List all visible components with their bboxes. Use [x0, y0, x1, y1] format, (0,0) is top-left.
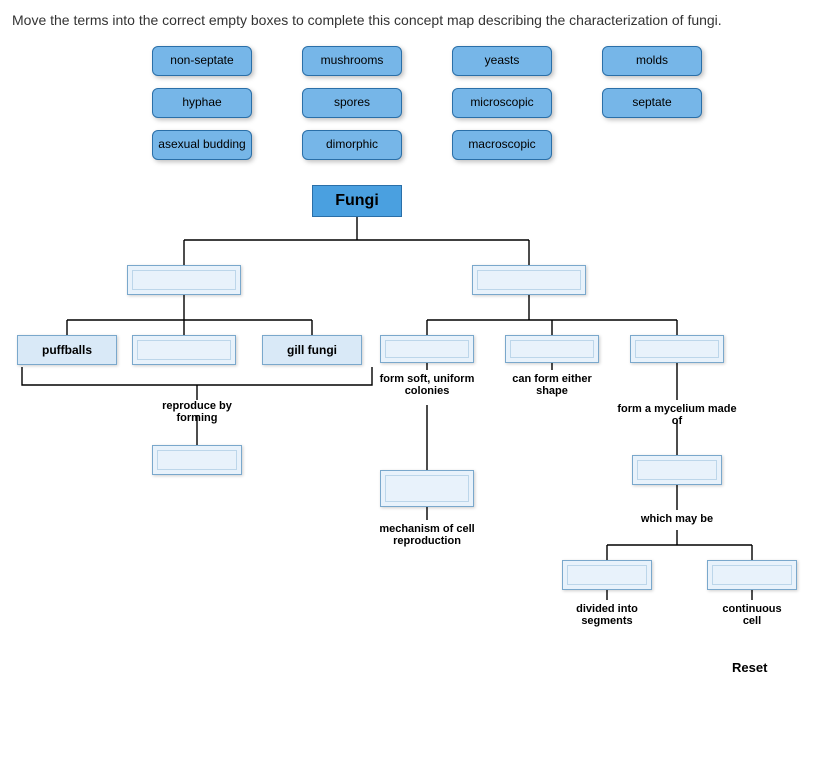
term-yeasts[interactable]: yeasts: [452, 46, 552, 76]
slot-mushrooms[interactable]: [132, 335, 236, 365]
instruction-text: Move the terms into the correct empty bo…: [12, 12, 806, 28]
term-macroscopic[interactable]: macroscopic: [452, 130, 552, 160]
slot-dimorphic[interactable]: [505, 335, 599, 363]
slot-septate[interactable]: [562, 560, 652, 590]
box-puffballs: puffballs: [17, 335, 117, 365]
root-fungi: Fungi: [312, 185, 402, 217]
term-asexual-budding[interactable]: asexual budding: [152, 130, 252, 160]
term-row-3: asexual budding dimorphic macroscopic: [152, 130, 806, 160]
label-divided: divided into segments: [567, 603, 647, 627]
label-reproduce-by: reproduce by forming: [142, 400, 252, 424]
slot-spores[interactable]: [152, 445, 242, 475]
slot-molds[interactable]: [630, 335, 724, 363]
term-row-1: non-septate mushrooms yeasts molds: [152, 46, 806, 76]
label-continuous: continuous cell: [717, 603, 787, 627]
label-colonies: form soft, uniform colonies: [377, 373, 477, 397]
label-mycelium: form a mycelium made of: [612, 403, 742, 427]
label-which-may-be: which may be: [637, 513, 717, 525]
slot-non-septate[interactable]: [707, 560, 797, 590]
reset-button[interactable]: Reset: [732, 660, 767, 675]
slot-hyphae[interactable]: [632, 455, 722, 485]
term-row-2: hyphae spores microscopic septate: [152, 88, 806, 118]
term-dimorphic[interactable]: dimorphic: [302, 130, 402, 160]
term-septate[interactable]: septate: [602, 88, 702, 118]
slot-macroscopic[interactable]: [127, 265, 241, 295]
slot-yeasts[interactable]: [380, 335, 474, 363]
label-either-shape: can form either shape: [507, 373, 597, 397]
term-non-septate[interactable]: non-septate: [152, 46, 252, 76]
term-molds[interactable]: molds: [602, 46, 702, 76]
term-microscopic[interactable]: microscopic: [452, 88, 552, 118]
term-spores[interactable]: spores: [302, 88, 402, 118]
slot-asexual-budding[interactable]: [380, 470, 474, 507]
term-bank: non-septate mushrooms yeasts molds hypha…: [152, 46, 806, 160]
slot-microscopic[interactable]: [472, 265, 586, 295]
term-hyphae[interactable]: hyphae: [152, 88, 252, 118]
box-gillfungi: gill fungi: [262, 335, 362, 365]
concept-map: Fungi puffballs gill fungi reproduce by …: [12, 185, 806, 745]
term-mushrooms[interactable]: mushrooms: [302, 46, 402, 76]
label-mechanism: mechanism of cell reproduction: [377, 523, 477, 547]
